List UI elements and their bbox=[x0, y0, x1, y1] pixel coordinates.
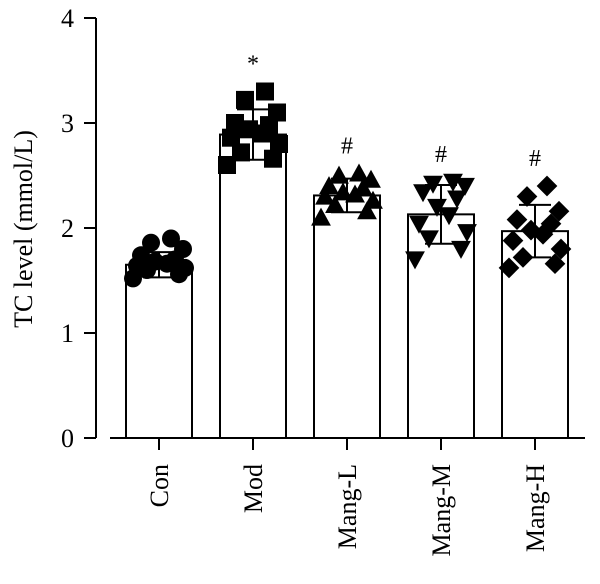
point-Mang-L-3 bbox=[325, 195, 345, 213]
y-tick-label-2: 2 bbox=[61, 214, 74, 243]
point-Mang-M-4 bbox=[457, 224, 477, 243]
point-Mang-H-10 bbox=[548, 200, 570, 222]
bars bbox=[125, 133, 569, 440]
point-Mang-L-4 bbox=[363, 190, 383, 209]
x-tick-label-Mang-H: Mang-H bbox=[521, 464, 550, 552]
point-Mang-L-12 bbox=[349, 163, 369, 182]
point-Mang-M-11 bbox=[423, 175, 443, 194]
point-Con-7 bbox=[146, 252, 164, 271]
point-Mod-2 bbox=[264, 149, 282, 168]
point-Mang-L-7 bbox=[333, 182, 353, 201]
point-Mod-7 bbox=[240, 120, 258, 139]
point-Mod-9 bbox=[226, 114, 244, 132]
point-Mang-H-4 bbox=[550, 238, 572, 260]
y-axis-title: TC level (mmol/L) bbox=[9, 130, 38, 328]
point-Mang-M-5 bbox=[409, 215, 429, 234]
point-Mang-L-1 bbox=[311, 207, 331, 226]
point-Mang-M-10 bbox=[455, 177, 475, 196]
point-Mang-H-9 bbox=[506, 209, 528, 230]
point-Con-11 bbox=[142, 233, 160, 252]
point-Mang-H-5 bbox=[502, 230, 524, 251]
data-points bbox=[124, 82, 572, 288]
point-Mod-4 bbox=[270, 135, 288, 153]
point-Mang-L-11 bbox=[329, 165, 349, 184]
point-Mang-H-1 bbox=[498, 257, 520, 279]
point-Mod-3 bbox=[232, 143, 250, 162]
point-Mang-L-10 bbox=[361, 169, 381, 188]
y-tick-label-3: 3 bbox=[61, 109, 74, 138]
annotation-Mang-H: # bbox=[529, 146, 541, 172]
x-tick-label-Mang-L: Mang-L bbox=[333, 464, 362, 549]
point-Mod-11 bbox=[236, 90, 254, 109]
point-Mang-M-12 bbox=[443, 173, 463, 192]
point-Mang-L-5 bbox=[315, 186, 335, 205]
point-Mod-1 bbox=[218, 156, 236, 174]
point-Mang-H-12 bbox=[536, 175, 558, 197]
point-Mang-M-1 bbox=[405, 251, 425, 270]
point-Con-12 bbox=[162, 229, 180, 248]
point-Mod-5 bbox=[222, 128, 240, 147]
x-tick-label-Mang-M: Mang-M bbox=[427, 464, 456, 556]
point-Mang-L-9 bbox=[319, 176, 339, 195]
significance-annotations: * # # # bbox=[247, 52, 541, 173]
point-Mang-M-6 bbox=[439, 207, 459, 226]
point-Mang-M-7 bbox=[427, 198, 447, 217]
x-axis: Con Mod Mang-L Mang-M Mang-H bbox=[110, 437, 585, 556]
bar-Mang-L bbox=[313, 194, 381, 439]
point-Mang-M-2 bbox=[451, 240, 471, 259]
x-tick-label-Mod: Mod bbox=[239, 464, 268, 513]
annotation-Mang-L: # bbox=[341, 133, 353, 159]
annotation-Mod: * bbox=[247, 52, 259, 78]
y-tick-label-0: 0 bbox=[61, 424, 74, 453]
point-Mang-H-2 bbox=[544, 253, 566, 275]
point-Con-9 bbox=[132, 246, 150, 265]
point-Mang-M-8 bbox=[447, 190, 467, 209]
point-Mod-12 bbox=[256, 82, 274, 101]
y-tick-label-1: 1 bbox=[61, 319, 74, 348]
y-axis: 0 1 2 3 4 bbox=[61, 4, 97, 453]
point-Mang-L-2 bbox=[357, 201, 377, 220]
point-Mang-M-3 bbox=[419, 230, 439, 249]
point-Mang-H-11 bbox=[516, 186, 538, 207]
x-tick-label-Con: Con bbox=[145, 464, 174, 507]
point-Mang-H-3 bbox=[512, 247, 534, 268]
point-Mod-10 bbox=[268, 103, 286, 122]
point-Con-10 bbox=[174, 240, 192, 258]
bar-Con bbox=[125, 263, 193, 439]
bar-Mod bbox=[219, 133, 287, 440]
annotation-Mang-M: # bbox=[435, 142, 447, 168]
point-Mang-M-9 bbox=[413, 184, 433, 203]
point-Mang-H-7 bbox=[520, 219, 542, 241]
y-tick-label-4: 4 bbox=[61, 4, 74, 33]
